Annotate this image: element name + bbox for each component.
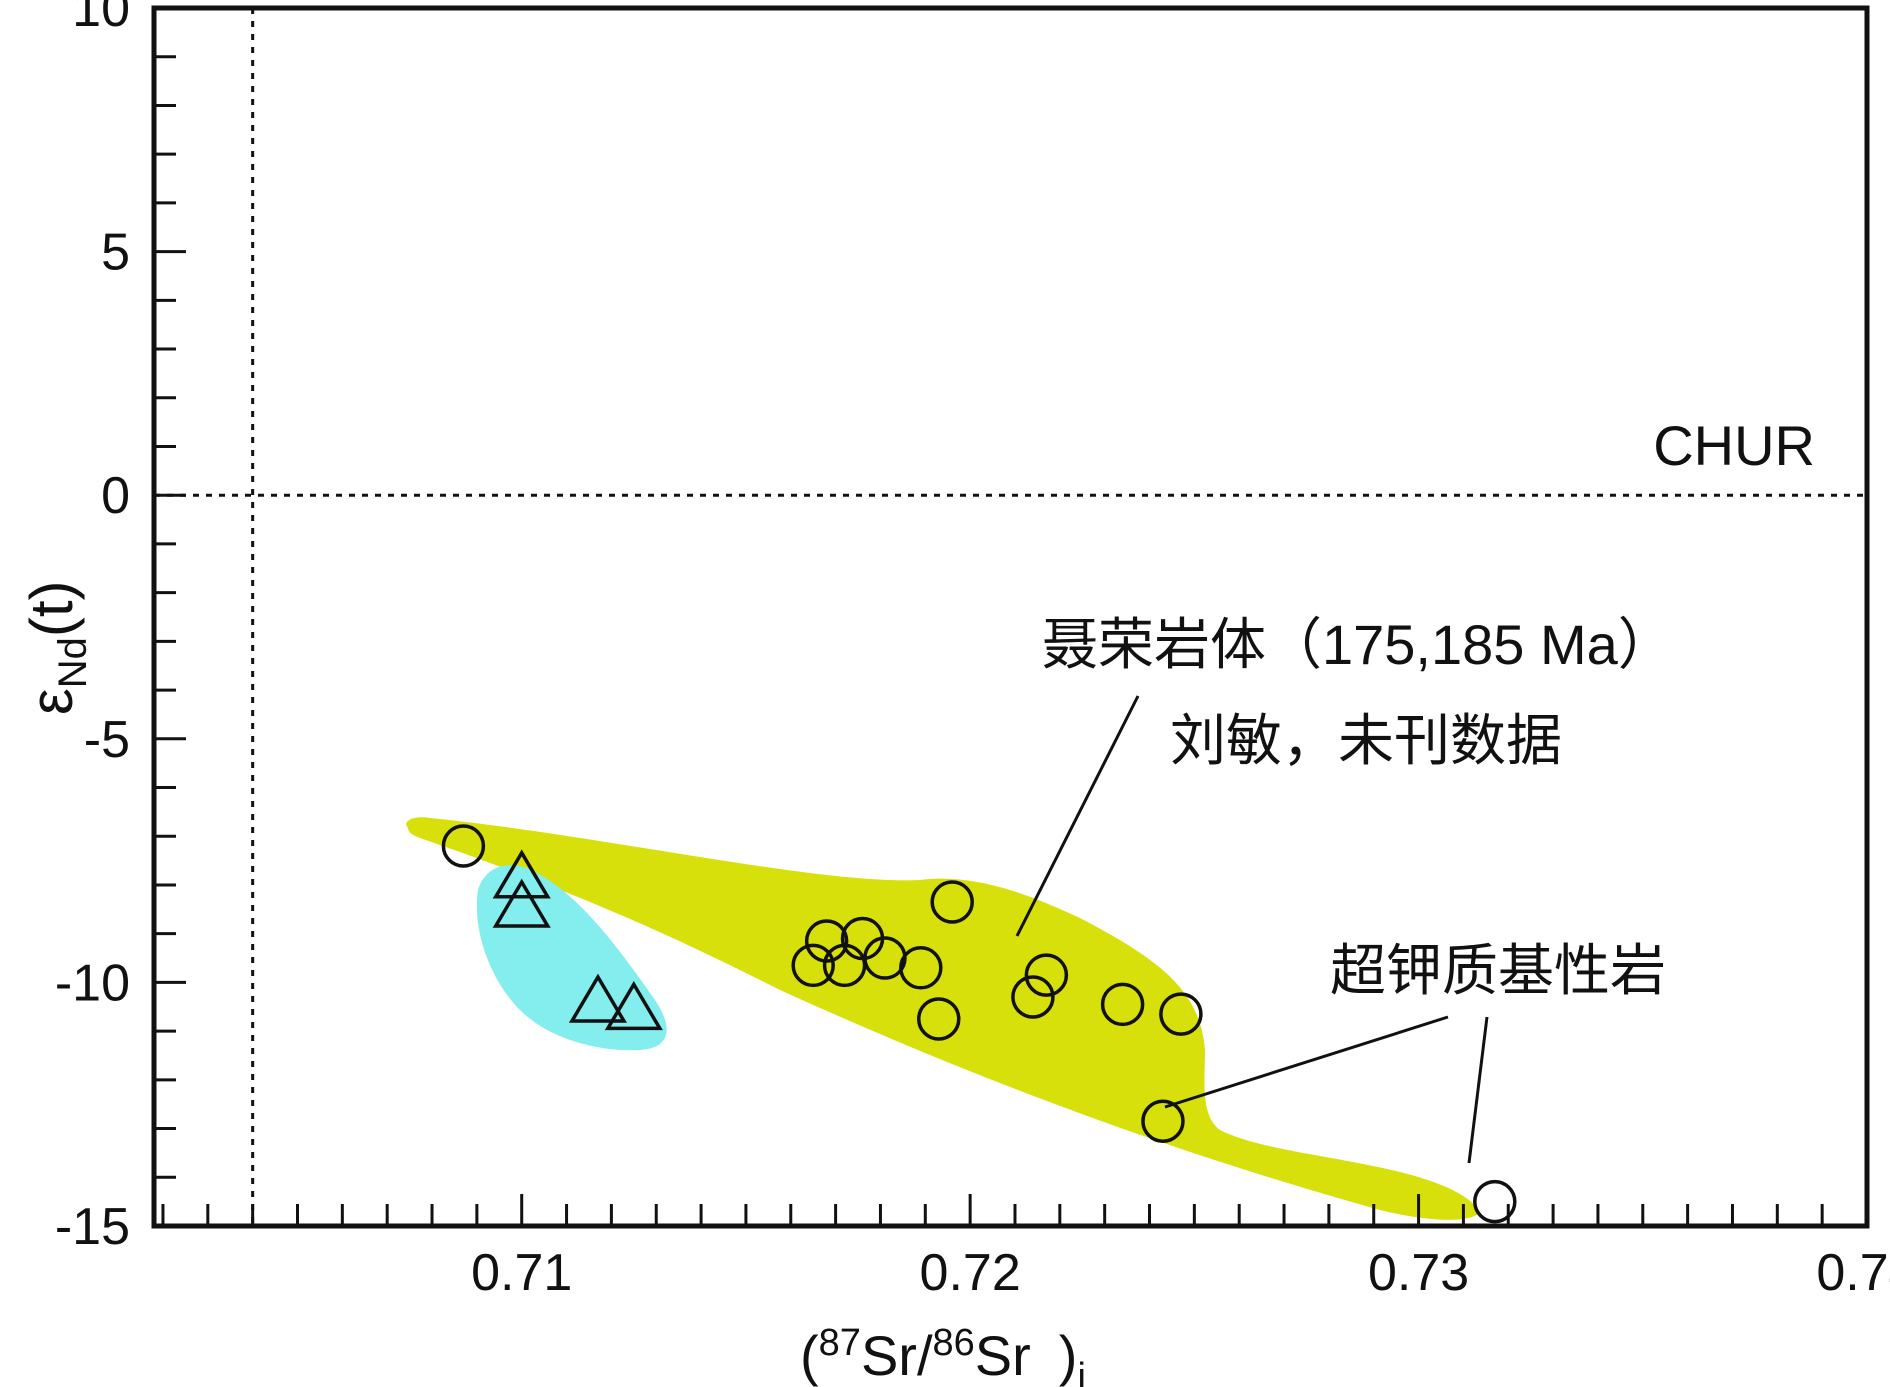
circle-point-10: [1024, 953, 1069, 997]
circle-point-0: [441, 824, 486, 868]
ultrapotassic-field: [476, 865, 667, 1051]
circle-point-1: [791, 943, 835, 988]
y-tick-label: 5: [101, 224, 130, 282]
circle-point-6: [899, 946, 943, 990]
data-points: [441, 824, 1517, 1224]
annotation-nierong-line1: 聂荣岩体（175,185 Ma）: [1042, 613, 1674, 676]
x-tick-label: 0.74: [1816, 1244, 1890, 1302]
triangle-point-2: [568, 973, 628, 1023]
y-tick-label: 0: [101, 467, 130, 525]
circle-point-14: [1473, 1179, 1517, 1224]
x-axis-label: (87Sr/86Sr)i: [800, 1322, 1086, 1387]
leader-ultrapotassic-1: [1164, 1015, 1449, 1109]
chur-label: CHUR: [1653, 414, 1815, 477]
annotation-ultrapotassic: 超钾质基性岩: [1330, 939, 1666, 1002]
x-tick-label: 0.73: [1368, 1244, 1469, 1302]
triangle-point-1: [492, 878, 551, 928]
plot-frame: [151, 5, 1870, 1229]
circle-point-11: [1100, 982, 1145, 1027]
y-tick-label: 10: [72, 0, 130, 38]
y-tick-label: -15: [55, 1198, 130, 1256]
circle-point-7: [917, 997, 961, 1041]
axis-ticks: [154, 6, 1869, 1228]
axis-tick-labels: 0.71 0.72 0.73 0.74 10 5 0 -5 -10 -15: [55, 0, 1890, 1302]
leader-nierong: [1015, 695, 1140, 937]
circle-point-8: [930, 880, 974, 924]
triangle-point-3: [604, 980, 663, 1031]
circle-point-13: [1159, 992, 1203, 1036]
circle-point-12: [1141, 1099, 1185, 1144]
x-tick-label: 0.71: [471, 1244, 572, 1302]
y-tick-label: -10: [55, 954, 130, 1012]
nierong-pluton-field: [406, 817, 1481, 1220]
x-tick-label: 0.72: [920, 1244, 1021, 1302]
y-axis-label: εNd(t): [18, 580, 95, 715]
annotation-leaders: [1015, 695, 1489, 1164]
annotation-nierong-line2: 刘敏，未刊数据: [1170, 709, 1562, 772]
leader-ultrapotassic-2: [1467, 1016, 1489, 1164]
circle-point-9: [1011, 975, 1055, 1019]
triangle-point-0: [492, 849, 551, 899]
y-tick-label: -5: [84, 711, 130, 769]
